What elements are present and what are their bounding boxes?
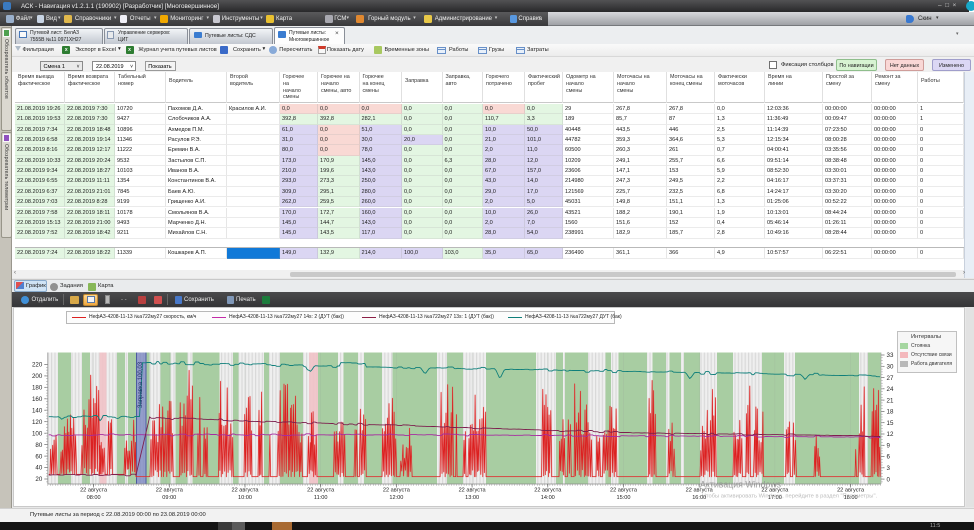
svg-text:24: 24 <box>887 386 894 393</box>
svg-text:14:00: 14:00 <box>541 495 555 501</box>
svg-text:22 августа: 22 августа <box>761 488 789 494</box>
svg-text:120: 120 <box>32 419 43 426</box>
svg-text:10:00: 10:00 <box>238 495 252 501</box>
svg-text:11:00: 11:00 <box>314 495 328 501</box>
svg-text:13:00: 13:00 <box>465 495 479 501</box>
svg-text:22 августа: 22 августа <box>383 488 411 494</box>
svg-text:3: 3 <box>887 465 891 472</box>
svg-text:Чтобы активировать Windows, пе: Чтобы активировать Windows, перейдите в … <box>702 493 878 500</box>
svg-text:22 августа: 22 августа <box>156 488 184 494</box>
svg-text:22 августа: 22 августа <box>837 488 865 494</box>
svg-text:160: 160 <box>32 396 43 403</box>
svg-text:15: 15 <box>887 420 894 427</box>
svg-text:40: 40 <box>35 465 42 472</box>
svg-text:21: 21 <box>887 397 894 404</box>
svg-text:27: 27 <box>887 375 894 382</box>
svg-text:22 августа: 22 августа <box>534 488 562 494</box>
svg-text:220: 220 <box>32 362 43 369</box>
svg-text:15:00: 15:00 <box>617 495 631 501</box>
svg-text:180: 180 <box>32 385 43 392</box>
svg-text:140: 140 <box>32 407 43 414</box>
svg-text:17:00: 17:00 <box>768 495 782 501</box>
svg-text:22 августа: 22 августа <box>610 488 638 494</box>
svg-text:33: 33 <box>887 352 894 359</box>
svg-text:09:00: 09:00 <box>162 495 176 501</box>
svg-text:22 августа: 22 августа <box>80 488 108 494</box>
svg-text:22 августа: 22 августа <box>459 488 487 494</box>
svg-text:20: 20 <box>35 476 42 483</box>
svg-text:22 августа: 22 августа <box>231 488 259 494</box>
svg-text:22 августа: 22 августа <box>307 488 335 494</box>
svg-text:0: 0 <box>887 476 891 483</box>
svg-text:12:00: 12:00 <box>389 495 403 501</box>
svg-text:60: 60 <box>35 453 42 460</box>
svg-text:18: 18 <box>887 409 894 416</box>
svg-text:22 августа: 22 августа <box>686 488 714 494</box>
svg-text:Активация Windows: Активация Windows <box>700 480 782 490</box>
svg-text:12: 12 <box>887 431 894 438</box>
svg-text:18:00: 18:00 <box>844 495 858 501</box>
svg-text:9: 9 <box>887 443 891 450</box>
svg-text:16:00: 16:00 <box>692 495 706 501</box>
svg-text:80: 80 <box>35 442 42 449</box>
svg-text:200: 200 <box>32 373 43 380</box>
svg-text:100: 100 <box>32 430 43 437</box>
svg-text:30: 30 <box>887 364 894 371</box>
svg-text:08:00: 08:00 <box>87 495 101 501</box>
svg-text:Заправка 100,03: Заправка 100,03 <box>138 361 144 408</box>
svg-text:6: 6 <box>887 454 891 461</box>
